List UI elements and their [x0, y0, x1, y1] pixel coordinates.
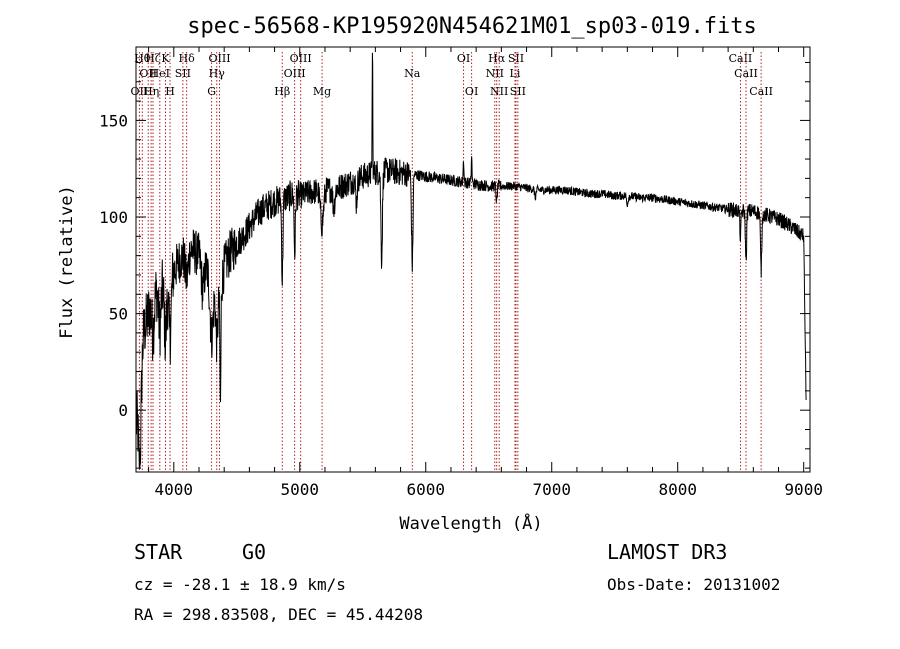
survey-name: LAMOST DR3 [607, 540, 727, 564]
spectral-line-markers: OIIHθOIIHηHζHeIKHSIIHδGHγOIIIHβOIIIOIIIM… [131, 52, 773, 472]
x-tick-label: 7000 [532, 480, 571, 499]
line-label: Hδ [179, 52, 196, 65]
line-label: HeI [150, 67, 170, 80]
x-tick-label: 6000 [406, 480, 445, 499]
line-label: H [165, 85, 175, 98]
line-label: Hβ [274, 85, 290, 98]
line-label: OIII [284, 67, 306, 80]
line-label: Li [510, 67, 521, 80]
line-label: SII [510, 85, 526, 98]
plot-frame [135, 46, 811, 473]
y-tick-label: 0 [118, 401, 128, 420]
line-label: NII [486, 67, 504, 80]
x-tick-label: 4000 [155, 480, 194, 499]
x-tick-label: 9000 [784, 480, 823, 499]
line-label: Na [404, 67, 421, 80]
redshift-value: cz = -28.1 ± 18.9 km/s [134, 575, 346, 594]
line-label: CaII [734, 67, 758, 80]
line-label: OIII [208, 52, 230, 65]
line-label: CaII [749, 85, 773, 98]
info-block: STAR G0 LAMOST DR3 cz = -28.1 ± 18.9 km/… [134, 540, 780, 624]
line-label: CaII [729, 52, 753, 65]
x-tick-label: 5000 [281, 480, 320, 499]
x-tick-label: 8000 [658, 480, 697, 499]
spectrum-line [135, 52, 807, 469]
x-axis: 4000 5000 6000 7000 8000 9000 [148, 47, 823, 499]
line-label: Mg [313, 85, 331, 98]
line-label: SII [175, 67, 191, 80]
line-label: Hα [488, 52, 506, 65]
line-label: G [207, 85, 216, 98]
line-label: SII [508, 52, 524, 65]
chart-title: spec-56568-KP195920N454621M01_sp03-019.f… [187, 14, 757, 39]
line-label: Hη [143, 85, 159, 98]
line-label: Hθ [134, 52, 151, 65]
line-label: NII [490, 85, 508, 98]
y-tick-label: 100 [99, 208, 128, 227]
y-tick-label: 150 [99, 111, 128, 130]
line-label: Hγ [209, 67, 226, 80]
x-axis-label: Wavelength (Å) [399, 512, 542, 534]
line-label: Hζ [145, 52, 161, 65]
line-label: OI [457, 52, 470, 65]
y-axis: 0 50 100 150 [99, 61, 810, 469]
object-subclass: G0 [242, 540, 266, 564]
object-class: STAR [134, 540, 183, 564]
y-axis-label: Flux (relative) [57, 185, 77, 339]
line-label: OII [131, 85, 149, 98]
spectrum-series [135, 52, 807, 469]
observation-date: Obs-Date: 20131002 [607, 575, 780, 594]
coordinates: RA = 298.83508, DEC = 45.44208 [134, 605, 423, 624]
line-label: K [161, 52, 170, 65]
line-label: OI [465, 85, 478, 98]
line-label: OIII [290, 52, 312, 65]
y-tick-label: 50 [109, 305, 128, 324]
